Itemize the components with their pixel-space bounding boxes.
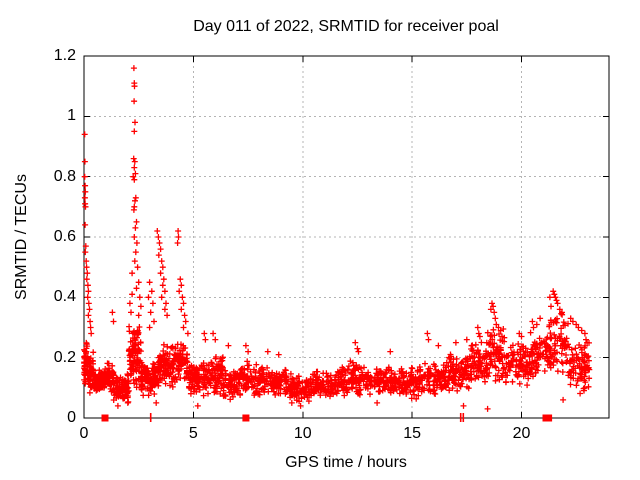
x-axis-label: GPS time / hours — [285, 454, 407, 471]
gap-square-marker — [101, 414, 109, 422]
x-tick-label-5: 5 — [188, 425, 198, 442]
x-tick-label-20: 20 — [512, 425, 531, 442]
gap-square-marker — [545, 414, 553, 422]
y-tick-label-1.2: 1.2 — [53, 47, 76, 64]
y-tick-label-0.6: 0.6 — [53, 228, 76, 245]
y-tick-label-1: 1 — [67, 107, 76, 125]
gap-square-marker — [242, 414, 250, 422]
scatter-points-srmtid — [81, 65, 593, 412]
y-axis-label: SRMTID / TECUs — [13, 174, 30, 300]
x-tick-label-0: 0 — [79, 425, 89, 442]
y-tick-label-0.4: 0.4 — [53, 288, 76, 306]
y-tick-label-0.2: 0.2 — [53, 348, 76, 366]
y-tick-label-0.8: 0.8 — [53, 167, 76, 185]
y-tick-label-0: 0 — [67, 409, 76, 426]
x-tick-label-10: 10 — [293, 425, 312, 442]
x-tick-label-15: 15 — [403, 425, 422, 442]
chart-title: Day 011 of 2022, SRMTID for receiver poa… — [193, 18, 499, 35]
